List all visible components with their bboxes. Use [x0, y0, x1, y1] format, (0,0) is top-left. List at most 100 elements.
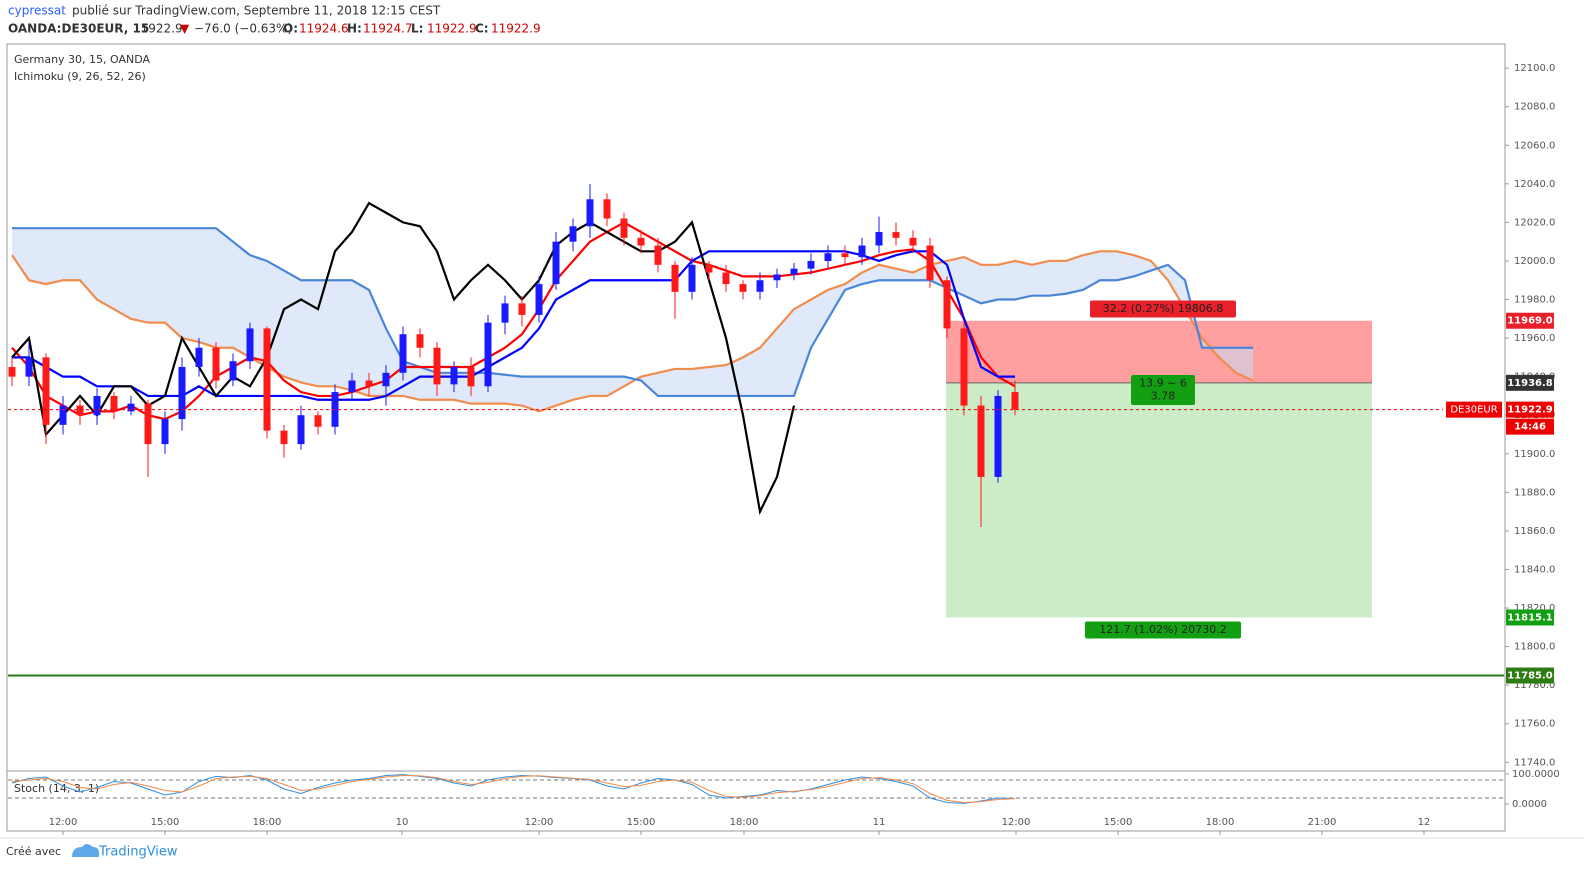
target-zone: [946, 382, 1372, 618]
candle-body: [535, 284, 543, 315]
x-tick-label: 18:00: [1206, 817, 1235, 828]
y-tick-label: 12100.0: [1514, 63, 1555, 74]
candle-body: [450, 367, 458, 385]
position-label-box: [1090, 300, 1236, 318]
candle-body: [569, 226, 577, 242]
candle-body: [484, 322, 492, 387]
candle-body: [297, 415, 305, 445]
candle-body: [246, 328, 254, 362]
x-tick-label: 15:00: [627, 817, 656, 828]
candle-body: [926, 245, 934, 281]
candle-body: [892, 232, 900, 238]
y-tick-label: 11840.0: [1514, 564, 1555, 575]
candle-body: [433, 347, 441, 385]
candle-body: [688, 264, 696, 292]
y-tick-label: 11760.0: [1514, 719, 1555, 730]
candle-body: [603, 199, 611, 219]
candle-body: [858, 245, 866, 258]
position-label: 3.78: [1151, 390, 1176, 403]
symbol-tag-text: DE30EUR: [1450, 405, 1497, 416]
x-tick-label: 10: [396, 817, 409, 828]
candle-body: [841, 253, 849, 258]
x-tick-label: 11: [873, 817, 886, 828]
candle-body: [314, 415, 322, 427]
y-tick-label: 12000.0: [1514, 256, 1555, 267]
candle-body: [722, 272, 730, 285]
brand[interactable]: TradingView: [98, 845, 178, 860]
y-tick-label: 11820.0: [1514, 603, 1555, 614]
stoch-tick-label: 100.0000: [1512, 769, 1560, 780]
chart-title: Germany 30, 15, OANDA: [14, 53, 151, 66]
indicator-line: [11, 250, 1254, 413]
brand-logo: [72, 844, 99, 857]
candle-body: [467, 367, 475, 387]
candle-body: [263, 328, 271, 431]
y-tick-label: 11740.0: [1514, 757, 1555, 768]
price-marker: [1506, 401, 1554, 418]
candle-body: [110, 395, 118, 412]
candle-body: [25, 357, 33, 377]
ohlc-value: 11922.9: [427, 22, 477, 36]
candle-body: [501, 303, 509, 323]
y-tick-label: 12080.0: [1514, 102, 1555, 113]
price-marker-text: 11936.8: [1507, 378, 1553, 389]
y-tick-label: 11980.0: [1514, 295, 1555, 306]
candle-body: [348, 380, 356, 393]
position-label: 13.9 ~ 6: [1139, 377, 1187, 390]
candle-body: [1011, 392, 1019, 410]
candle-body: [773, 274, 781, 281]
position-label-box: [1131, 375, 1195, 405]
candle-body: [824, 253, 832, 261]
candle-body: [756, 280, 764, 292]
candle-body: [586, 199, 594, 227]
ichimoku-cloud: [12, 228, 1253, 412]
published: publié sur TradingView.com, Septembre 11…: [72, 4, 441, 18]
change: −76.0 (−0.63%): [194, 22, 292, 36]
candle-body: [399, 334, 407, 373]
ohlc-key: H:: [347, 22, 362, 36]
candle-body: [994, 395, 1002, 477]
candle-body: [807, 260, 815, 269]
candle-body: [144, 403, 152, 445]
ohlc-key: C:: [475, 22, 489, 36]
candle-body: [59, 405, 67, 425]
last: 11922.9: [133, 22, 183, 36]
y-tick-label: 11780.0: [1514, 680, 1555, 691]
candle-body: [943, 280, 951, 329]
created-with: Créé avec: [6, 845, 61, 858]
candle-body: [42, 357, 50, 425]
x-tick-label: 12:00: [49, 817, 78, 828]
candle-body: [365, 380, 373, 387]
candle-body: [705, 264, 713, 273]
x-tick-label: 18:00: [253, 817, 282, 828]
x-tick-label: 12:00: [1002, 817, 1031, 828]
candle-body: [195, 347, 203, 368]
y-tick-label: 11960.0: [1514, 333, 1555, 344]
author[interactable]: cypressat: [8, 4, 66, 18]
candle-body: [212, 347, 220, 381]
candle-body: [280, 430, 288, 445]
plot: [8, 183, 1504, 677]
countdown: 14:46: [1514, 422, 1546, 433]
ohlc-value: 11924.6: [299, 22, 349, 36]
candle-body: [875, 232, 883, 246]
countdown-box: [1506, 418, 1554, 435]
y-tick-label: 12060.0: [1514, 140, 1555, 151]
x-tick-label: 21:00: [1308, 817, 1337, 828]
x-tick-label: 18:00: [730, 817, 759, 828]
candle-body: [790, 268, 798, 275]
candle-body: [161, 419, 169, 445]
candle-body: [93, 395, 101, 416]
ohlc-value: 11922.9: [491, 22, 541, 36]
y-tick-label: 11900.0: [1514, 449, 1555, 460]
candle-body: [671, 264, 679, 292]
price-marker-text: 11815.1: [1507, 612, 1553, 623]
candle-body: [76, 405, 84, 416]
candle-body: [8, 367, 16, 377]
price-marker: [1506, 312, 1554, 329]
candle-body: [552, 241, 560, 285]
position-label: 121.7 (1.02%) 20730.2: [1099, 623, 1227, 636]
symbol: OANDA:DE30EUR, 15: [8, 22, 149, 36]
price-marker: [1506, 667, 1554, 684]
